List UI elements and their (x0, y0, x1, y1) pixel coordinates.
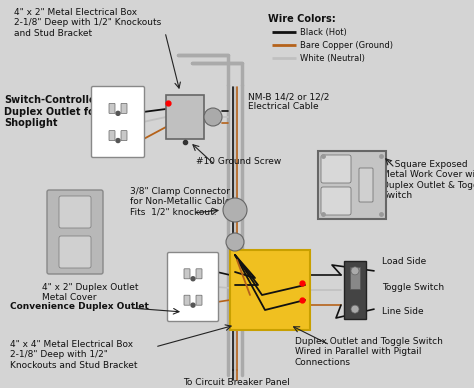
Circle shape (223, 198, 247, 222)
FancyBboxPatch shape (184, 269, 190, 279)
Circle shape (351, 267, 359, 275)
Bar (344, 261, 366, 319)
Circle shape (191, 277, 195, 281)
Text: Load Side: Load Side (382, 258, 426, 267)
Circle shape (204, 108, 222, 126)
Text: NM-B 14/2 or 12/2
Electrical Cable: NM-B 14/2 or 12/2 Electrical Cable (248, 92, 329, 111)
Text: 4" x 2" Duplex Outlet
Metal Cover: 4" x 2" Duplex Outlet Metal Cover (42, 283, 138, 302)
FancyBboxPatch shape (91, 87, 145, 158)
Text: 4" x 2" Metal Electrical Box
2-1/8" Deep with 1/2" Knockouts
and Stud Bracket: 4" x 2" Metal Electrical Box 2-1/8" Deep… (14, 8, 161, 38)
FancyBboxPatch shape (109, 103, 115, 113)
Circle shape (351, 305, 359, 313)
FancyBboxPatch shape (196, 269, 202, 279)
FancyBboxPatch shape (167, 253, 219, 322)
Text: Convenience Duplex Outlet: Convenience Duplex Outlet (10, 302, 149, 311)
FancyBboxPatch shape (321, 187, 351, 215)
FancyBboxPatch shape (359, 168, 373, 202)
Text: Bare Copper (Ground): Bare Copper (Ground) (300, 40, 393, 50)
Bar (230, 250, 310, 330)
FancyBboxPatch shape (121, 103, 127, 113)
Circle shape (116, 111, 120, 115)
Bar (166, 95, 204, 139)
FancyBboxPatch shape (121, 131, 127, 140)
Text: White (Neutral): White (Neutral) (300, 54, 365, 62)
Text: Duplex Outlet and Toggle Switch
Wired in Parallel with Pigtail
Connections: Duplex Outlet and Toggle Switch Wired in… (295, 337, 443, 367)
FancyBboxPatch shape (184, 295, 190, 305)
FancyBboxPatch shape (59, 236, 91, 268)
Text: Switch-Controlled
Duplex Outlet for
Shoplight: Switch-Controlled Duplex Outlet for Shop… (4, 95, 103, 128)
FancyBboxPatch shape (59, 196, 91, 228)
Circle shape (116, 139, 120, 142)
Text: Toggle Switch: Toggle Switch (382, 282, 444, 291)
Text: #10 Ground Screw: #10 Ground Screw (196, 157, 281, 166)
Text: Black (Hot): Black (Hot) (300, 28, 347, 36)
FancyBboxPatch shape (196, 295, 202, 305)
FancyBboxPatch shape (109, 131, 115, 140)
Bar (318, 151, 386, 219)
Text: Line Side: Line Side (382, 308, 424, 317)
Text: 3/8" Clamp Connector
for Non-Metallic Cable.
Fits  1/2" knockout.: 3/8" Clamp Connector for Non-Metallic Ca… (130, 187, 234, 217)
Text: 4" Square Exposed
Metal Work Cover with
Duplex Outlet & Toggle
Switch: 4" Square Exposed Metal Work Cover with … (382, 160, 474, 200)
FancyBboxPatch shape (47, 190, 103, 274)
Text: Wire Colors:: Wire Colors: (268, 14, 336, 24)
Circle shape (191, 303, 195, 307)
Bar (350, 267, 360, 289)
Text: 4" x 4" Metal Electrical Box
2-1/8" Deep with 1/2"
Knockouts and Stud Bracket: 4" x 4" Metal Electrical Box 2-1/8" Deep… (10, 340, 137, 370)
FancyBboxPatch shape (321, 155, 351, 183)
Text: To Circuit Breaker Panel: To Circuit Breaker Panel (183, 378, 291, 387)
Circle shape (226, 233, 244, 251)
